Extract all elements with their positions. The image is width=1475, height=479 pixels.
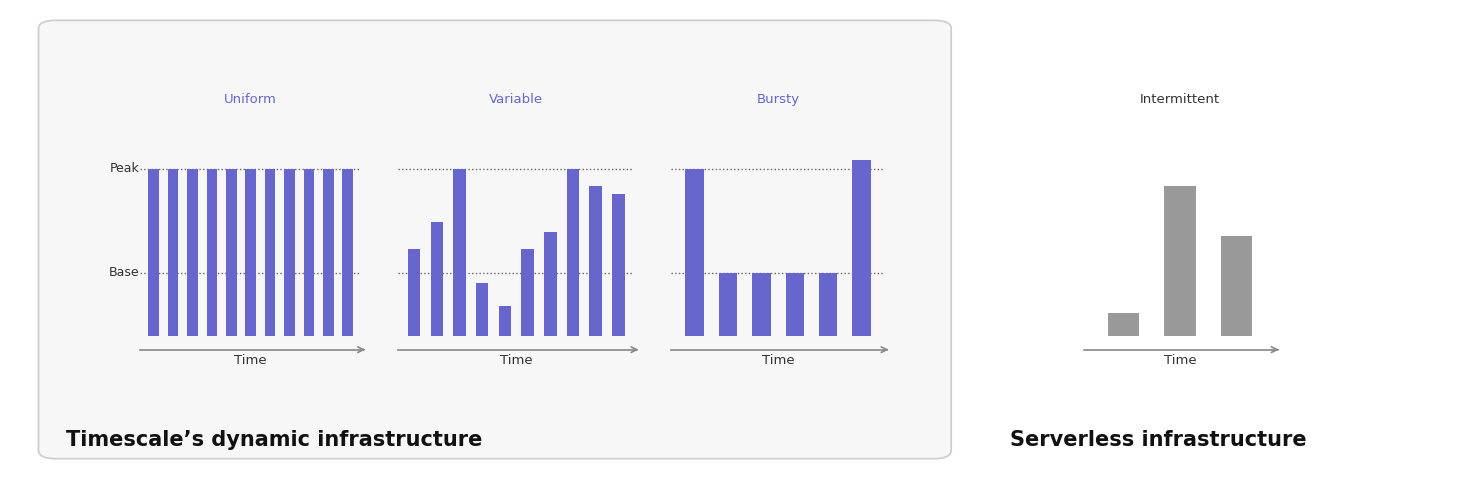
Bar [786, 273, 804, 336]
Bar [149, 169, 159, 336]
X-axis label: Time: Time [500, 354, 532, 367]
Title: Intermittent: Intermittent [1140, 93, 1220, 106]
Bar [686, 169, 704, 336]
Bar [187, 169, 198, 336]
Bar [521, 249, 534, 336]
Bar [1164, 185, 1196, 336]
Bar [431, 222, 442, 336]
Bar [285, 169, 295, 336]
Text: Timescale’s dynamic infrastructure: Timescale’s dynamic infrastructure [66, 430, 482, 450]
Title: Uniform: Uniform [224, 93, 277, 106]
Bar [453, 169, 466, 336]
Bar [853, 160, 870, 336]
Bar [476, 283, 488, 336]
Text: Peak: Peak [109, 162, 139, 175]
Bar [168, 169, 178, 336]
Bar [590, 185, 602, 336]
Bar [499, 306, 512, 336]
Bar [342, 169, 353, 336]
Bar [1221, 236, 1252, 336]
X-axis label: Time: Time [1164, 354, 1196, 367]
Bar [266, 169, 276, 336]
Bar [752, 273, 770, 336]
X-axis label: Time: Time [235, 354, 267, 367]
Bar [544, 232, 556, 336]
Bar [409, 249, 420, 336]
Title: Variable: Variable [490, 93, 543, 106]
Bar [304, 169, 314, 336]
Bar [323, 169, 333, 336]
Bar [718, 273, 738, 336]
Bar [207, 169, 217, 336]
Text: Base: Base [109, 266, 139, 279]
Bar [566, 169, 580, 336]
Bar [819, 273, 838, 336]
Bar [245, 169, 257, 336]
Title: Bursty: Bursty [757, 93, 799, 106]
X-axis label: Time: Time [761, 354, 795, 367]
FancyBboxPatch shape [38, 20, 951, 459]
Bar [226, 169, 236, 336]
Bar [1108, 313, 1139, 336]
Bar [612, 194, 624, 336]
Text: Serverless infrastructure: Serverless infrastructure [1010, 430, 1307, 450]
